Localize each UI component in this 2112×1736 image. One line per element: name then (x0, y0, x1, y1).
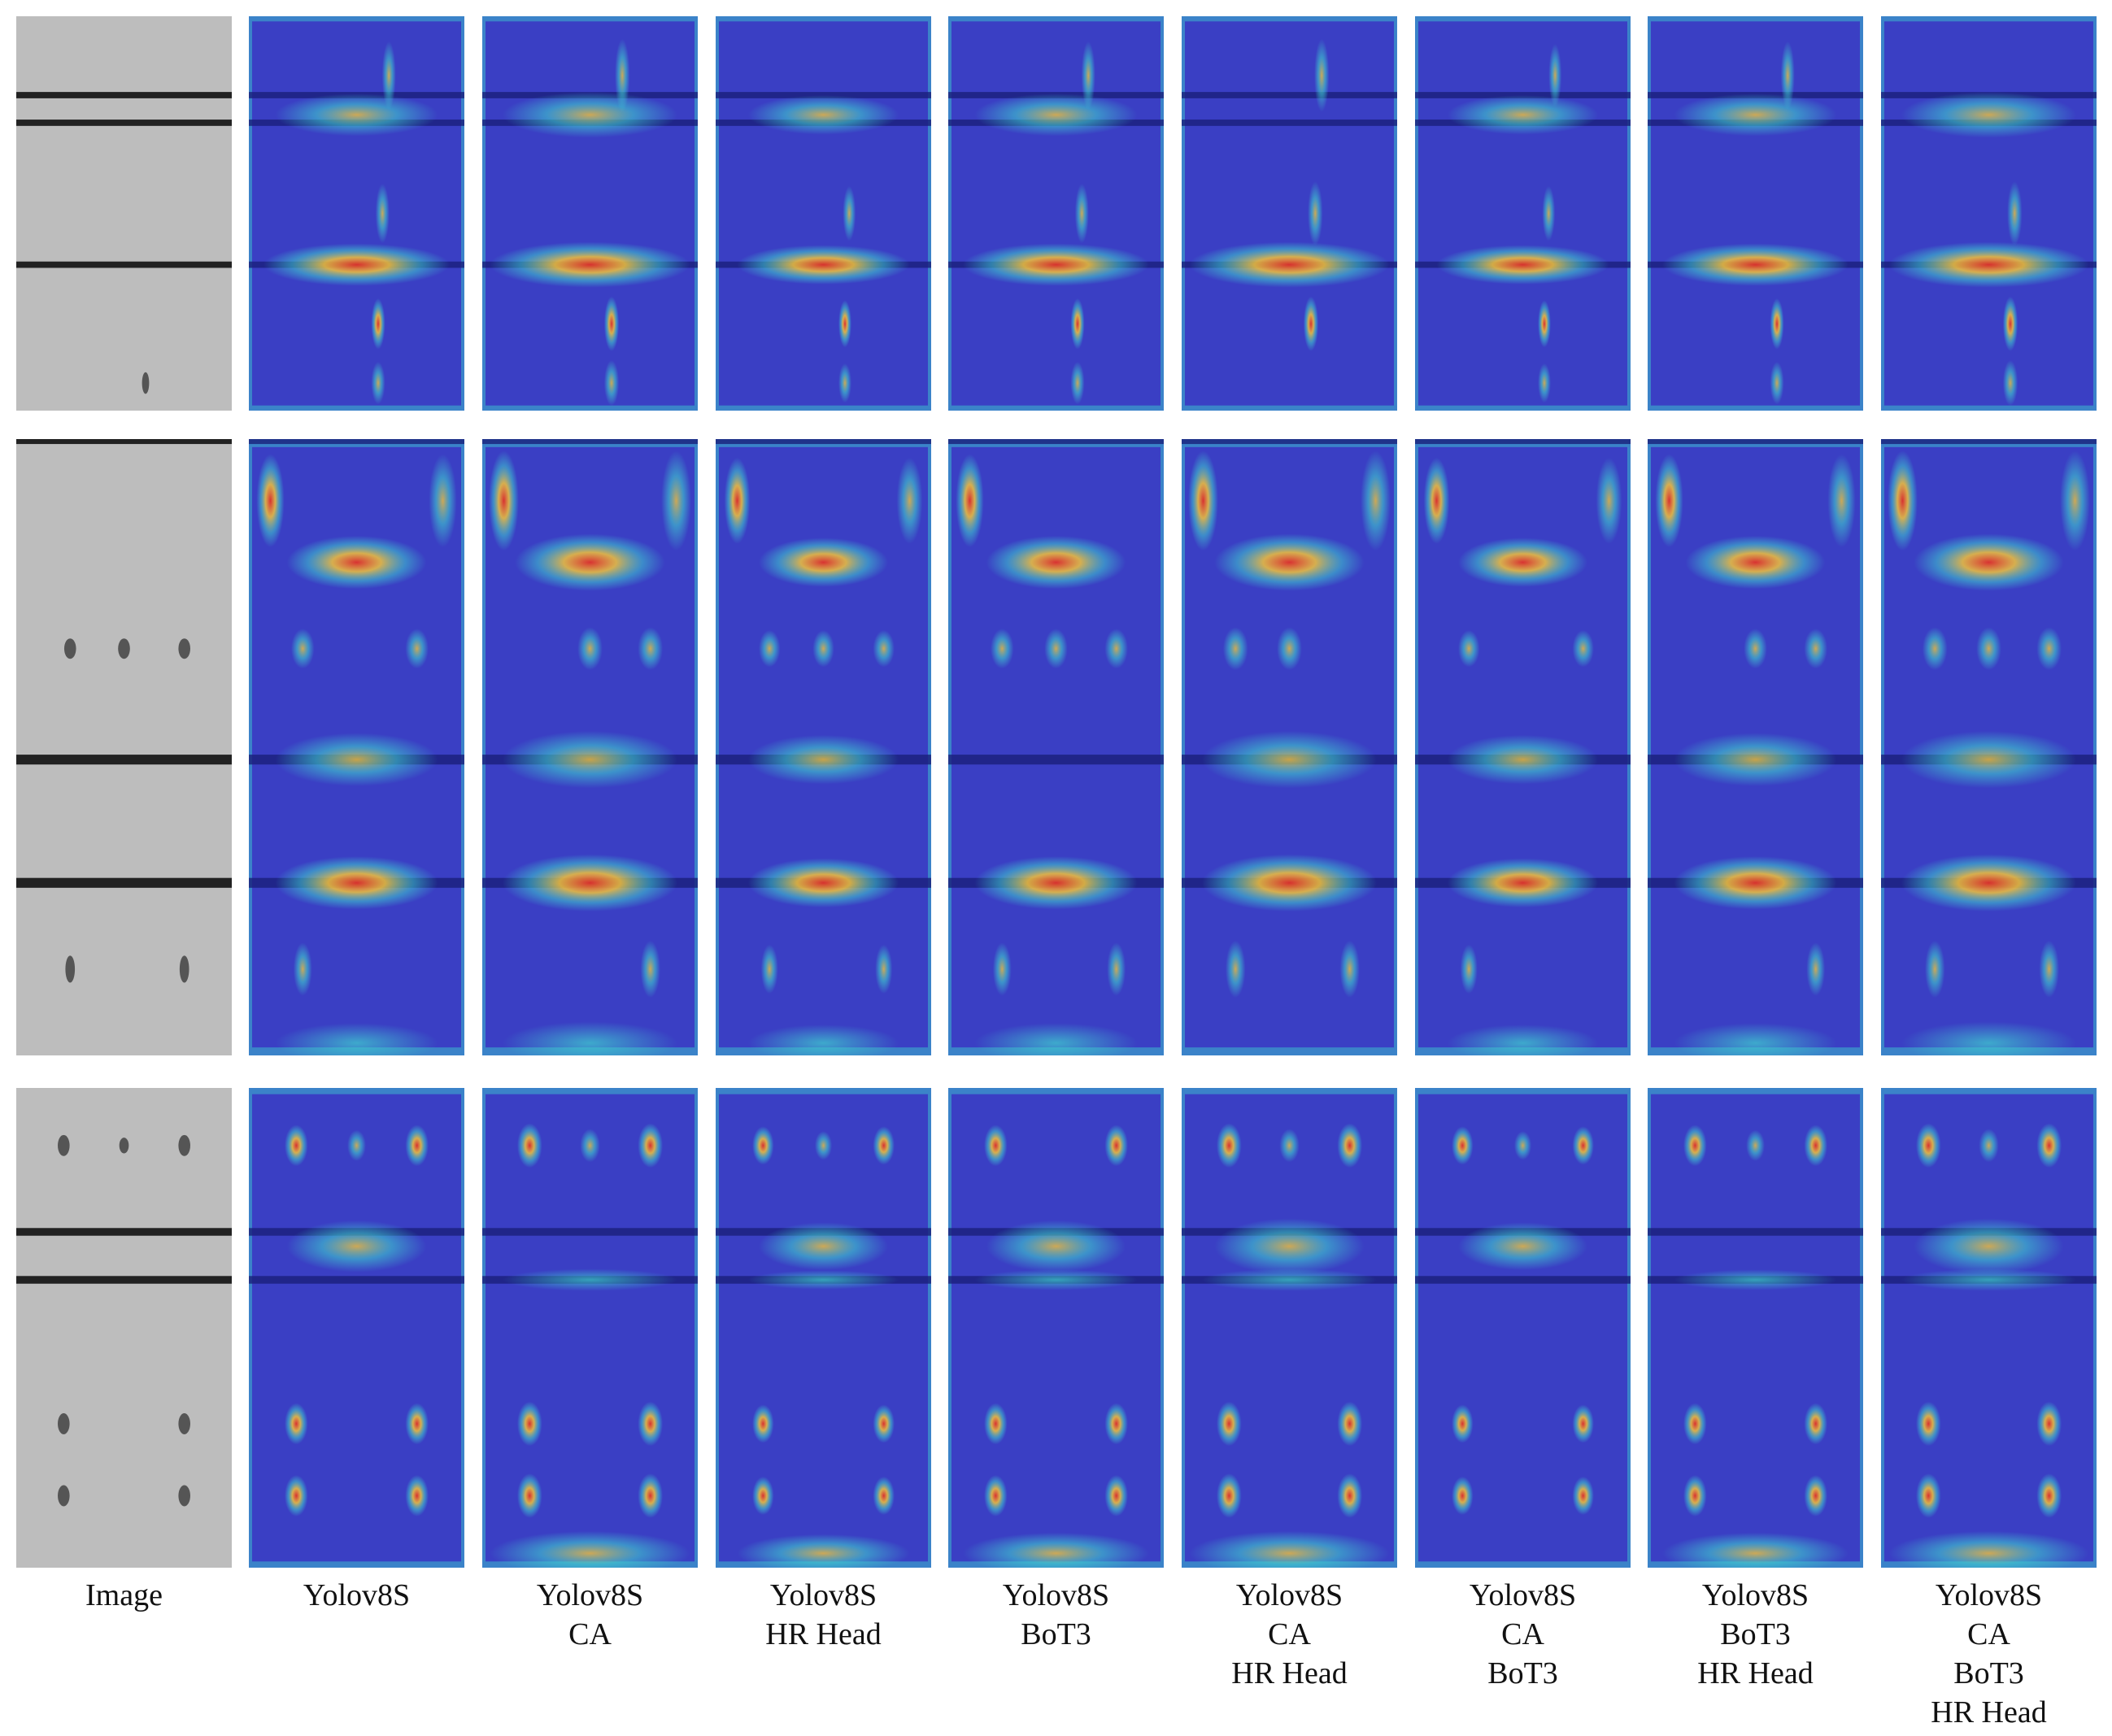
heatmap-panel-r3-c3 (482, 1088, 698, 1568)
heatmap-panel-r2-c2 (249, 439, 464, 1055)
column-label-line: CA (1501, 1617, 1544, 1651)
heatmap-panel-r2-c8 (1648, 439, 1863, 1055)
column-label-line: HR Head (765, 1617, 882, 1651)
column-label-7: Yolov8S CA BoT3 (1405, 1576, 1641, 1693)
column-label-3: Yolov8S CA (472, 1576, 708, 1654)
column-label-line: BoT3 (1021, 1617, 1091, 1651)
heatmap-panel-r1-c8 (1648, 16, 1863, 411)
column-label-line: Yolov8S (1002, 1578, 1110, 1612)
heatmap-panel-r1-c7 (1415, 16, 1631, 411)
column-label-1: Image (7, 1576, 242, 1615)
source-image-r3-c1 (16, 1088, 232, 1568)
column-label-line: Yolov8S (1935, 1578, 2043, 1612)
heatmap-panel-r1-c2 (249, 16, 464, 411)
column-label-line: BoT3 (1720, 1617, 1791, 1651)
column-label-line: HR Head (1931, 1695, 2047, 1729)
source-image-r2-c1 (16, 439, 232, 1055)
heatmap-panel-r2-c6 (1182, 439, 1397, 1055)
column-label-line: BoT3 (1953, 1656, 2024, 1690)
column-label-line: Image (85, 1578, 163, 1612)
column-label-6: Yolov8S CA HR Head (1172, 1576, 1408, 1693)
column-label-line: CA (1268, 1617, 1311, 1651)
column-label-line: HR Head (1231, 1656, 1348, 1690)
column-label-line: Yolov8S (536, 1578, 644, 1612)
column-label-line: Yolov8S (769, 1578, 877, 1612)
column-label-line: CA (568, 1617, 612, 1651)
source-image-r1-c1 (16, 16, 232, 411)
heatmap-panel-r3-c5 (948, 1088, 1164, 1568)
heatmap-panel-r3-c8 (1648, 1088, 1863, 1568)
heatmap-panel-r1-c9 (1881, 16, 2097, 411)
column-label-5: Yolov8S BoT3 (938, 1576, 1174, 1654)
heatmap-panel-r2-c3 (482, 439, 698, 1055)
heatmap-panel-r3-c7 (1415, 1088, 1631, 1568)
column-label-line: BoT3 (1487, 1656, 1558, 1690)
column-label-4: Yolov8S HR Head (706, 1576, 942, 1654)
heatmap-panel-r2-c7 (1415, 439, 1631, 1055)
heatmap-panel-r3-c4 (716, 1088, 931, 1568)
heatmap-panel-r3-c9 (1881, 1088, 2097, 1568)
heatmap-panel-r1-c6 (1182, 16, 1397, 411)
heatmap-panel-r1-c4 (716, 16, 931, 411)
column-label-9: Yolov8S CA BoT3 HR Head (1871, 1576, 2107, 1732)
column-label-line: CA (1967, 1617, 2010, 1651)
column-label-8: Yolov8S BoT3 HR Head (1638, 1576, 1874, 1693)
heatmap-panel-r3-c6 (1182, 1088, 1397, 1568)
column-label-line: Yolov8S (303, 1578, 411, 1612)
column-label-2: Yolov8S (239, 1576, 475, 1615)
heatmap-panel-r2-c4 (716, 439, 931, 1055)
column-label-line: HR Head (1697, 1656, 1814, 1690)
heatmap-panel-r2-c9 (1881, 439, 2097, 1055)
column-label-line: Yolov8S (1235, 1578, 1343, 1612)
heatmap-panel-r2-c5 (948, 439, 1164, 1055)
column-label-line: Yolov8S (1469, 1578, 1577, 1612)
column-label-line: Yolov8S (1701, 1578, 1809, 1612)
heatmap-panel-r3-c2 (249, 1088, 464, 1568)
heatmap-panel-r1-c3 (482, 16, 698, 411)
heatmap-panel-r1-c5 (948, 16, 1164, 411)
